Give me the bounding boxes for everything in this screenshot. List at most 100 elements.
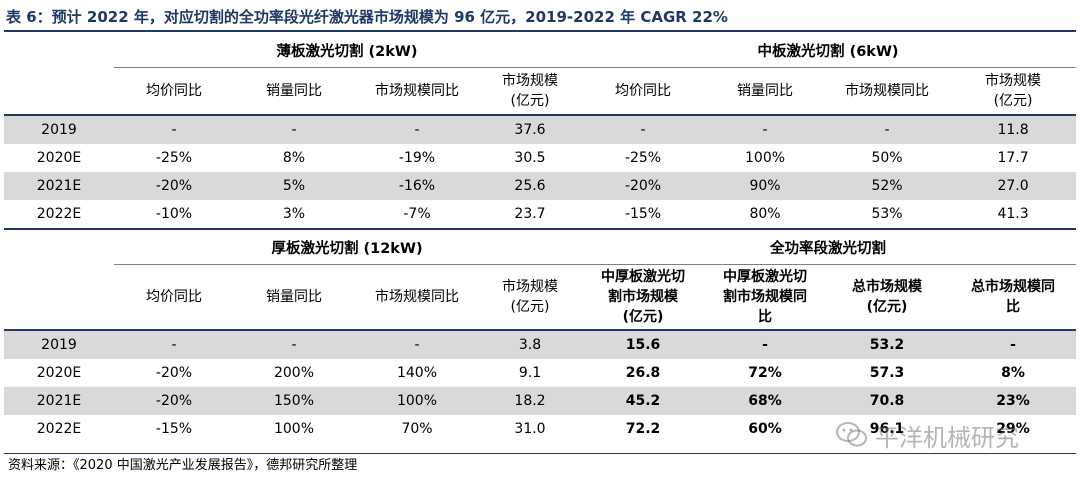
column-header: 均价同比 xyxy=(580,67,707,116)
table-row: 2019- - -3.8 15.6-53.2- xyxy=(4,330,1077,359)
value-cell: - xyxy=(824,115,951,144)
value-cell: 60% xyxy=(748,421,782,437)
value-cell: 3.8 xyxy=(480,330,581,359)
value-cell: 25.6 xyxy=(480,172,581,200)
value-cell: 72% xyxy=(748,365,782,381)
value-cell: - xyxy=(234,330,354,359)
blank-cell xyxy=(4,33,114,68)
watermark: 平洋机械研究 xyxy=(835,418,1065,452)
value-cell: - xyxy=(234,115,354,144)
table-row: 2022E -15% 100% 70% 31.0 72.2 60% 96.1 29% xyxy=(4,415,1076,443)
value-cell: -20% xyxy=(155,365,193,381)
year-cell: 2022E xyxy=(36,421,82,437)
value-cell: - xyxy=(580,115,707,144)
value-cell: -25% xyxy=(624,150,662,166)
value-cell: 23% xyxy=(950,387,1077,415)
value-cell: 70% xyxy=(401,421,433,437)
value-cell: 31.0 xyxy=(514,421,546,437)
column-header: 总市场规模同比 xyxy=(950,264,1077,331)
value-cell: 3% xyxy=(234,200,354,230)
column-header: 销量同比 xyxy=(234,67,354,116)
value-cell: -20% xyxy=(114,172,234,200)
column-header: 销量同比 xyxy=(234,264,354,331)
title-rule xyxy=(4,30,1076,32)
source-note: 资料来源：《2020 中国激光产业发展报告》，德邦研究所整理 xyxy=(8,458,358,473)
value-cell: 57.3 xyxy=(869,365,905,381)
value-cell: 100% xyxy=(273,421,315,437)
watermark-text: 平洋机械研究 xyxy=(875,423,1019,452)
value-cell: 53.2 xyxy=(824,330,951,359)
value-cell: 52% xyxy=(824,172,951,200)
value-cell: -19% xyxy=(398,150,436,166)
column-header: 市场规模 (亿元) xyxy=(950,67,1077,116)
value-cell: 30.5 xyxy=(514,150,546,166)
blank-cell xyxy=(4,264,114,331)
value-cell: 100% xyxy=(745,150,786,166)
value-cell: -25% xyxy=(155,150,193,166)
wechat-icon xyxy=(836,422,867,447)
value-cell: 80% xyxy=(706,200,825,230)
value-cell: -15% xyxy=(580,200,707,230)
value-cell: 37.6 xyxy=(480,115,581,144)
value-cell: 100% xyxy=(354,387,480,415)
value-cell: -7% xyxy=(354,200,480,230)
table-title: 表 6：预计 2022 年，对应切割的全功率段光纤激光器市场规模为 96 亿元，… xyxy=(6,8,728,26)
value-cell: 26.8 xyxy=(625,365,661,381)
column-header: 市场规模同比 xyxy=(354,264,480,331)
value-cell: 50% xyxy=(871,150,903,166)
year-cell: 2019 xyxy=(4,115,114,144)
column-header: 市场规模 (亿元) xyxy=(480,264,581,331)
value-cell: 17.7 xyxy=(997,150,1029,166)
value-cell: 140% xyxy=(396,365,438,381)
value-cell: 15.6 xyxy=(580,330,707,359)
column-header: 中厚板激光切 割市场规模同比 xyxy=(706,264,825,331)
table-row: 2021E -20% 150% 100% 18.2 45.2 68% 70.8 23% xyxy=(4,387,1077,415)
group-header-all: 全功率段激光切割 xyxy=(580,229,1077,265)
column-header: 销量同比 xyxy=(706,67,825,116)
value-cell: 9.1 xyxy=(518,365,542,381)
table-row: 2020E -20% 200% 140% 9.1 26.8 72% 57.3 8% xyxy=(4,359,1076,387)
value-cell: 41.3 xyxy=(950,200,1077,230)
table-row: 2020E -25% 8% -19% 30.5 -25% 100% 50% 17.7 xyxy=(4,144,1076,172)
year-cell: 2021E xyxy=(4,387,114,415)
table-row: 2021E -20% 5% -16% 25.6 -20% 90% 52% 27.0 xyxy=(4,172,1077,200)
value-cell: -10% xyxy=(114,200,234,230)
column-header: 均价同比 xyxy=(114,67,234,116)
group-header-thick: 厚板激光切割 (12kW) xyxy=(114,229,581,265)
value-cell: 45.2 xyxy=(580,387,707,415)
value-cell: - xyxy=(706,115,825,144)
value-cell: 18.2 xyxy=(480,387,581,415)
value-cell: 90% xyxy=(706,172,825,200)
value-cell: 8% xyxy=(1001,365,1025,381)
value-cell: 29% xyxy=(996,421,1030,437)
value-cell: 5% xyxy=(234,172,354,200)
group-header-thin: 薄板激光切割 (2kW) xyxy=(114,33,581,68)
blank-cell xyxy=(4,67,114,116)
group-header-medium: 中板激光切割 (6kW) xyxy=(580,33,1077,68)
table-row: 2019- - -37.6- - -11.8 xyxy=(4,115,1077,144)
value-cell: 72.2 xyxy=(625,421,661,437)
laser-market-table: 薄板激光切割 (2kW) 中板激光切割 (6kW) 均价同比 销量同比 市场规模同比 市场… xyxy=(4,33,1077,443)
value-cell: 150% xyxy=(234,387,354,415)
year-cell: 2020E xyxy=(36,365,82,381)
value-cell: - xyxy=(354,330,480,359)
table-row: 2022E -10% 3% -7% 23.7 -15% 80% 53% 41.3 xyxy=(4,200,1077,230)
value-cell: - xyxy=(706,330,825,359)
value-cell: - xyxy=(114,115,234,144)
column-header: 市场规模同比 xyxy=(354,67,480,116)
value-cell: 8% xyxy=(282,150,306,166)
blank-cell xyxy=(4,229,114,265)
value-cell: 70.8 xyxy=(824,387,951,415)
value-cell: - xyxy=(950,330,1077,359)
value-cell: -20% xyxy=(114,387,234,415)
year-cell: 2021E xyxy=(4,172,114,200)
year-cell: 2019 xyxy=(4,330,114,359)
column-header: 总市场规模 (亿元) xyxy=(824,264,951,331)
value-cell: 68% xyxy=(706,387,825,415)
value-cell: - xyxy=(114,330,234,359)
value-cell: 11.8 xyxy=(950,115,1077,144)
group-header-row: 厚板激光切割 (12kW) 全功率段激光切割 xyxy=(4,229,1077,265)
column-header-row: 均价同比 销量同比 市场规模同比 市场规模 (亿元) 均价同比 销量同比 市场规模同比 市场规模… xyxy=(4,67,1077,116)
column-header: 均价同比 xyxy=(114,264,234,331)
column-header: 市场规模同比 xyxy=(824,67,951,116)
